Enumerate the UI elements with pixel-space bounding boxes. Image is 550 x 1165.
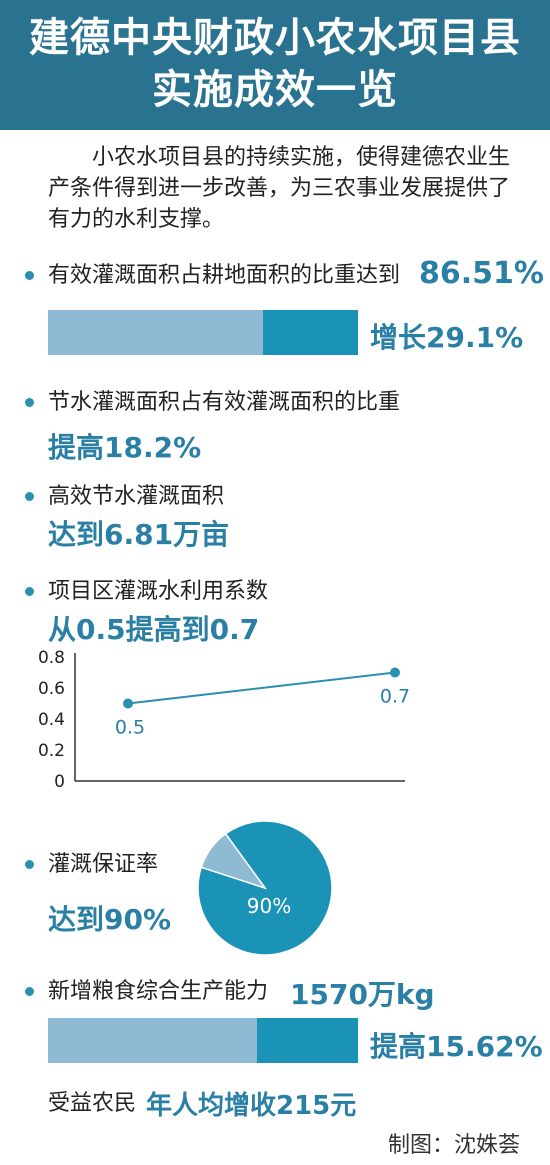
title-line-2: 实施成效一览 <box>152 67 398 113</box>
y-tick-label: 0.2 <box>38 741 65 761</box>
y-tick-label: 0 <box>54 772 65 792</box>
guarantee-rate-pie-chart: 90% <box>197 820 333 956</box>
farmer-benefit-label: 受益农民 <box>48 1091 137 1116</box>
bullet-dot-icon <box>25 587 34 596</box>
bar-base <box>48 1018 257 1063</box>
coefficient-line-chart: 0 0.2 0.4 0.6 0.8 0.5 0.7 <box>38 648 410 792</box>
efficient-irrigation-label: 高效节水灌溉面积 <box>48 484 225 509</box>
y-tick-label: 0.6 <box>38 679 65 699</box>
farmer-benefit-value: 年人均增收215元 <box>146 1091 357 1121</box>
pie-slice-label: 90% <box>247 894 291 918</box>
bar-base <box>48 310 263 355</box>
bar-highlight <box>257 1018 358 1063</box>
grain-capacity-bar <box>48 1018 358 1063</box>
irrigation-ratio-label: 有效灌溉面积占耕地面积的比重达到 <box>48 263 401 288</box>
bullet-dot-icon <box>25 860 34 869</box>
water-use-coefficient-value: 从0.5提高到0.7 <box>48 613 260 646</box>
water-saving-label: 节水灌溉面积占有效灌溉面积的比重 <box>48 390 401 415</box>
grain-capacity-value: 1570万kg <box>290 978 435 1011</box>
grain-growth-value: 提高15.62% <box>370 1030 543 1063</box>
series-line <box>127 671 396 705</box>
credit-text: 制图：沈姝荟 <box>387 1133 520 1158</box>
data-label: 0.5 <box>115 717 145 739</box>
bullet-dot-icon <box>25 398 34 407</box>
grain-capacity-label: 新增粮食综合生产能力 <box>48 979 269 1004</box>
bullet-dot-icon <box>25 987 34 996</box>
water-use-coefficient-label: 项目区灌溉水利用系数 <box>48 579 269 604</box>
guarantee-rate-value: 达到90% <box>48 903 172 936</box>
data-point <box>123 698 133 709</box>
efficient-irrigation-value: 达到6.81万亩 <box>48 518 230 551</box>
guarantee-rate-label: 灌溉保证率 <box>48 852 159 877</box>
irrigation-growth-value: 增长29.1% <box>370 321 524 354</box>
pie-slice <box>200 832 267 890</box>
data-point <box>390 667 400 678</box>
intro-paragraph: 小农水项目县的持续实施，使得建德农业生产条件得到进一步改善，为三农事业发展提供了… <box>48 145 511 232</box>
y-tick-label: 0.4 <box>38 710 65 730</box>
data-label: 0.7 <box>380 686 410 708</box>
water-saving-value: 提高18.2% <box>48 431 202 464</box>
irrigation-ratio-value: 86.51% <box>419 256 544 291</box>
title-line-1: 建德中央财政小农水项目县 <box>29 15 521 61</box>
y-tick-label: 0.8 <box>38 648 65 668</box>
bullet-dot-icon <box>25 492 34 501</box>
bar-highlight <box>263 310 358 355</box>
irrigation-ratio-bar <box>48 310 358 355</box>
bullet-dot-icon <box>25 271 34 280</box>
header-banner: 建德中央财政小农水项目县 实施成效一览 <box>0 0 550 130</box>
